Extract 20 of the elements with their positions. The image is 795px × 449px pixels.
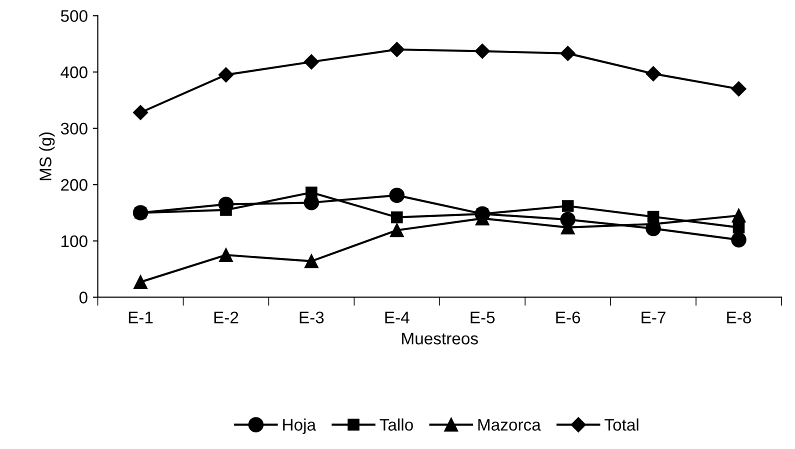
x-tick-label: E-4: [385, 312, 410, 324]
x-tick-label: E-2: [214, 312, 238, 324]
x-axis-title: Muestreos: [402, 332, 478, 344]
x-tick-label: E-5: [470, 312, 495, 324]
legend-label: Hoja: [283, 418, 316, 434]
legend-label: Mazorca: [478, 419, 541, 431]
x-tick-label: E-6: [556, 312, 580, 324]
x-tick-label: E-3: [300, 312, 324, 324]
legend-label: Total: [604, 418, 638, 431]
y-tick-label: 200: [61, 179, 88, 191]
x-tick-label: E-7: [642, 312, 666, 324]
x-tick-label: E-8: [727, 312, 751, 324]
legend-label: Tallo: [380, 418, 413, 431]
y-tick-label: 500: [60, 10, 88, 22]
y-tick-label: 300: [60, 122, 88, 135]
y-tick-label: 0: [79, 292, 88, 304]
x-tick-label: E-1: [128, 312, 153, 324]
y-axis-title: MS (g): [39, 132, 55, 180]
y-tick-label: 100: [62, 235, 88, 248]
y-tick-label: 400: [60, 66, 88, 78]
